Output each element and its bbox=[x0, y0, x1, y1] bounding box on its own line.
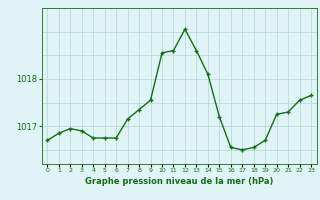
X-axis label: Graphe pression niveau de la mer (hPa): Graphe pression niveau de la mer (hPa) bbox=[85, 177, 273, 186]
